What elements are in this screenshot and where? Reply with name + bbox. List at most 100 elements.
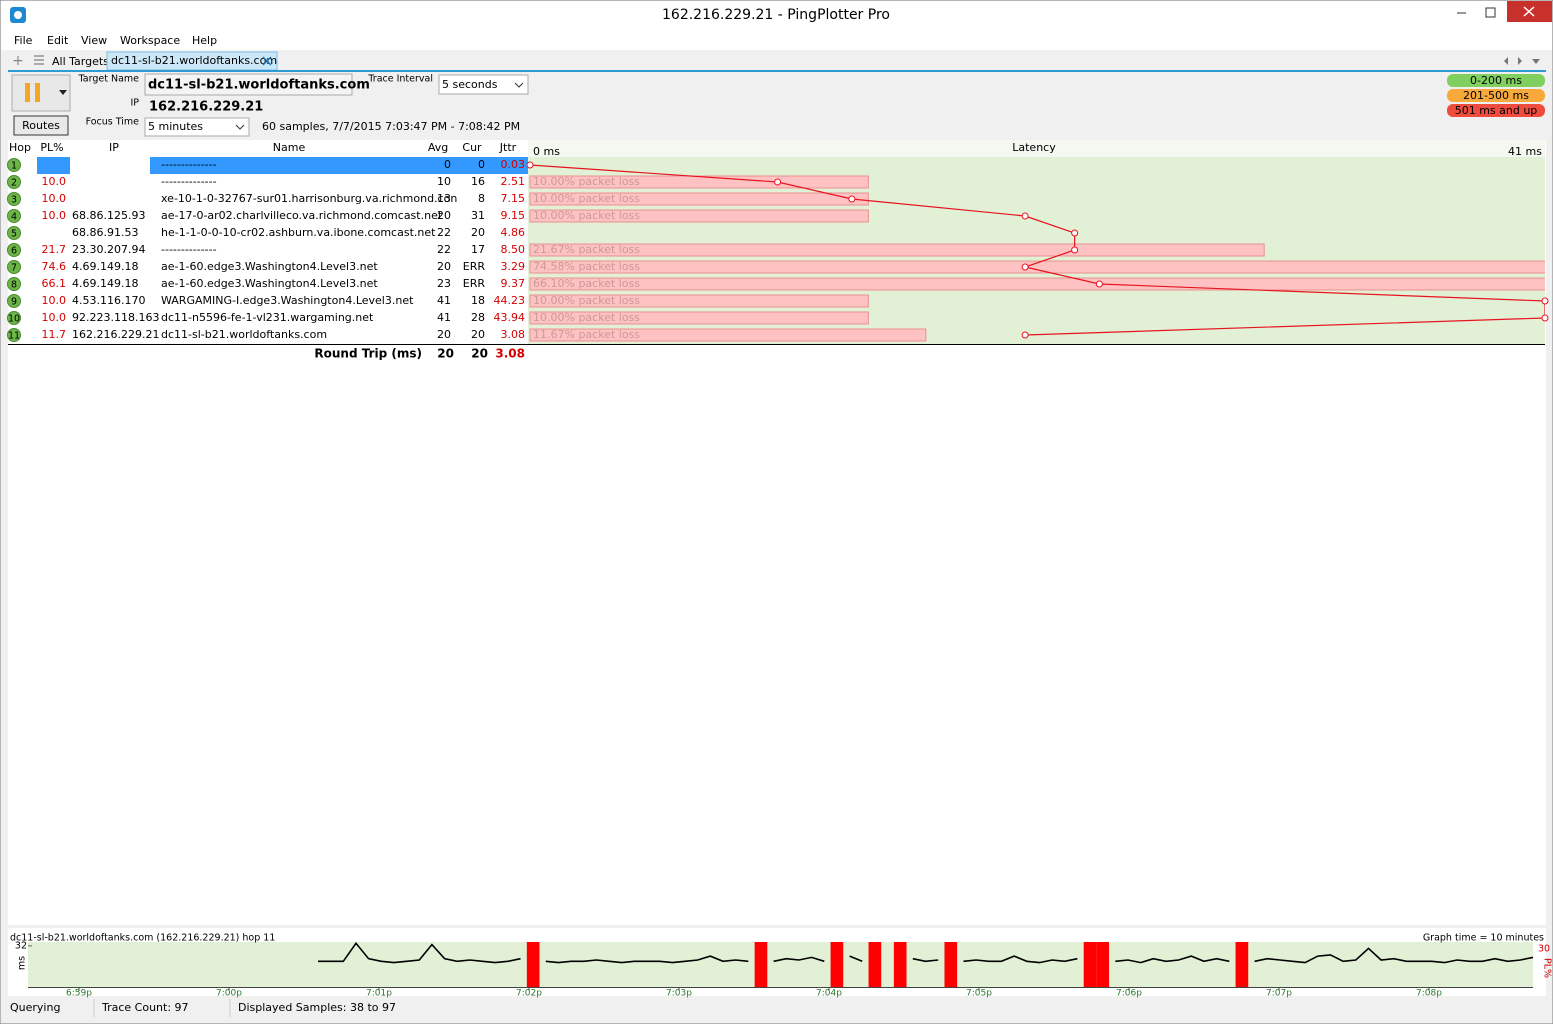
latency-point <box>1095 280 1103 288</box>
menu-item[interactable]: File <box>14 34 33 47</box>
hop-name: he-1-1-0-0-10-cr02.ashburn.va.ibone.comc… <box>161 226 436 239</box>
loss-bar <box>529 192 869 206</box>
pause-button[interactable] <box>11 74 71 112</box>
window-title: 162.216.229.21 - PingPlotter Pro <box>662 7 890 23</box>
pause-bar <box>25 83 30 102</box>
avg: 22 <box>437 226 451 239</box>
hop-number: 6 <box>11 246 17 257</box>
hop-badge <box>7 209 21 223</box>
routes-button[interactable] <box>13 115 69 136</box>
maximize-button[interactable] <box>1485 7 1496 18</box>
latency-point <box>848 195 856 203</box>
hop-name: ae-1-60.edge3.Washington4.Level3.net <box>161 277 378 290</box>
history-graph-bg <box>28 942 1533 987</box>
latency-point <box>1071 229 1079 237</box>
history-x-tick: 7:07p <box>1266 989 1292 999</box>
round-trip-jitter: 3.08 <box>495 347 525 361</box>
column-header: Name <box>273 141 306 154</box>
tab-scroll[interactable] <box>1504 57 1540 65</box>
hop-badge <box>7 226 21 240</box>
hop-number: 10 <box>8 314 20 325</box>
add-tab-button[interactable]: + <box>12 53 24 69</box>
tab-strip <box>1 50 1552 70</box>
hop-ip: 92.223.118.163 <box>72 311 159 324</box>
loss-sample <box>526 942 540 987</box>
routes-label[interactable]: Routes <box>22 119 60 132</box>
menu-item[interactable]: Workspace <box>120 34 180 47</box>
hop-name: dc11-n5596-fe-1-vl231.wargaming.net <box>161 311 374 324</box>
loss-sample <box>830 942 844 987</box>
avg: 10 <box>437 175 451 188</box>
samples-info: 60 samples, 7/7/2015 7:03:47 PM - 7:08:4… <box>262 120 520 133</box>
loss-bar <box>529 311 869 325</box>
focus-time-value[interactable]: 5 minutes <box>148 120 203 133</box>
history-x-tick: 7:04p <box>816 989 842 999</box>
focus-time-select[interactable] <box>144 117 250 137</box>
column-header: Avg <box>428 141 448 154</box>
hop-badge <box>7 260 21 274</box>
selected-row <box>150 157 528 174</box>
cur: 0 <box>478 158 485 171</box>
target-name-label: Target Name <box>78 74 140 85</box>
hop-name: dc11-sl-b21.worldoftanks.com <box>161 328 327 341</box>
loss-sample <box>1096 942 1110 987</box>
packet-loss: 10.0 <box>42 294 67 307</box>
hop-ip: 23.30.207.94 <box>72 243 145 256</box>
packet-loss: 21.7 <box>42 243 67 256</box>
column-header: PL% <box>40 141 63 154</box>
history-pl-tick: 30 <box>1538 944 1550 955</box>
hop-ip: 162.216.229.21 <box>72 328 159 341</box>
trace-interval-value[interactable]: 5 seconds <box>442 78 498 91</box>
latency-title: Latency <box>1012 141 1056 154</box>
column-header: Hop <box>9 141 31 154</box>
legend-label: 201-500 ms <box>1463 89 1529 102</box>
avg: 0 <box>444 158 451 171</box>
menu-item[interactable]: Edit <box>47 34 69 47</box>
latency-point <box>526 161 534 169</box>
cur: 28 <box>471 311 485 324</box>
legend-swatch <box>1447 74 1545 87</box>
hop-badge <box>7 294 21 308</box>
tab-close[interactable] <box>262 56 272 66</box>
target-name-input[interactable] <box>144 73 353 96</box>
round-trip-label: Round Trip (ms) <box>314 347 422 361</box>
hop-name: -------------- <box>161 158 217 171</box>
jitter: 7.15 <box>501 192 526 205</box>
history-x-tick: 7:05p <box>966 989 992 999</box>
ip-label: IP <box>130 98 139 109</box>
ip-value: 162.216.229.21 <box>149 100 263 115</box>
pause-dropdown[interactable] <box>59 90 67 95</box>
loss-bar <box>529 260 1545 274</box>
loss-sample <box>893 942 907 987</box>
hop-ip: 4.53.116.170 <box>72 294 145 307</box>
app-icon-dot <box>14 11 22 19</box>
hop-badge <box>7 328 21 342</box>
history-x-tick: 7:00p <box>216 989 242 999</box>
pause-bar <box>35 83 40 102</box>
round-trip-avg: 20 <box>437 347 454 361</box>
all-targets-tab[interactable]: All Targets <box>52 55 109 68</box>
active-tab-label[interactable]: dc11-sl-b21.worldoftanks.com <box>111 54 277 67</box>
title-bar <box>1 1 1552 30</box>
hop-number: 7 <box>11 263 17 274</box>
hop-number: 8 <box>11 280 17 291</box>
loss-label: 10.00% packet loss <box>533 294 640 307</box>
hop-badge <box>7 311 21 325</box>
loss-sample <box>868 942 882 987</box>
target-name-value[interactable]: dc11-sl-b21.worldoftanks.com <box>148 78 370 93</box>
column-header: Jttr <box>499 141 517 154</box>
packet-loss: 10.0 <box>42 209 67 222</box>
packet-loss: 10.0 <box>42 192 67 205</box>
hop-badge <box>7 243 21 257</box>
jitter: 9.37 <box>501 277 526 290</box>
hop-number: 11 <box>8 331 20 342</box>
packet-loss: 74.6 <box>42 260 67 273</box>
loss-label: 21.67% packet loss <box>533 243 640 256</box>
trace-interval-select[interactable] <box>438 74 529 95</box>
menu-item[interactable]: Help <box>192 34 217 47</box>
menu-item[interactable]: View <box>81 34 107 47</box>
packet-loss: 11.7 <box>42 328 67 341</box>
loss-bar <box>529 209 869 223</box>
latency-point <box>1071 246 1079 254</box>
hop-number: 2 <box>11 178 17 189</box>
